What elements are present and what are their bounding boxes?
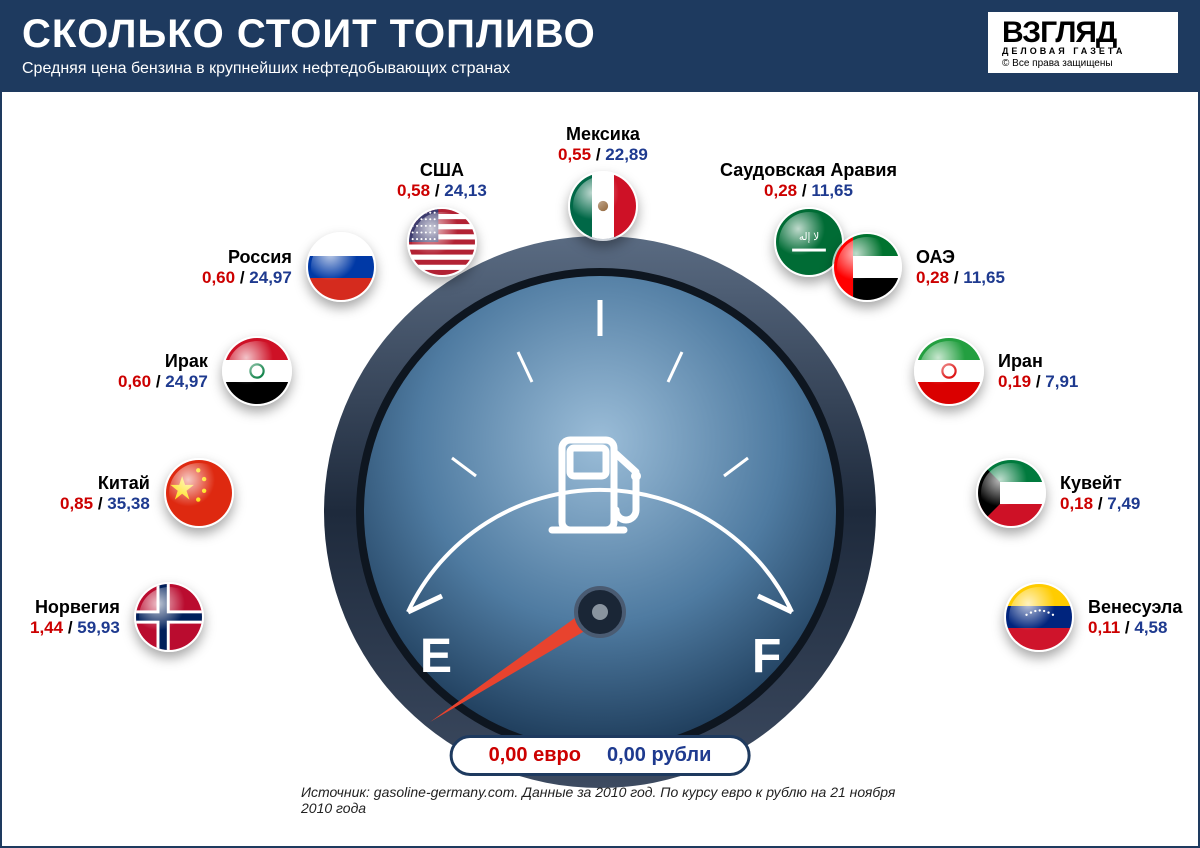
country-price: 0,19 / 7,91 [998,372,1078,392]
source-text: Источник: gasoline-germany.com. Данные з… [301,784,899,816]
country-label: ОАЭ 0,28 / 11,65 [916,247,1005,288]
country-kuwait: Кувейт 0,18 / 7,49 [976,458,1140,528]
header: СКОЛЬКО СТОИТ ТОПЛИВО Средняя цена бензи… [2,2,1198,92]
flag-mexico-icon [568,171,638,241]
flag-kuwait-icon [976,458,1046,528]
country-price: 0,58 / 24,13 [397,181,487,201]
country-label: Венесуэла 0,11 / 4,58 [1088,597,1182,638]
infographic-canvas: E F 0,00 евро 0,00 рубли Источник: gasol… [2,92,1198,832]
country-mexico: Мексика 0,55 / 22,89 [558,124,648,241]
country-name: Норвегия [30,597,120,618]
gauge-label-f: F [752,630,781,683]
country-name: Китай [60,473,150,494]
header-text: СКОЛЬКО СТОИТ ТОПЛИВО Средняя цена бензи… [22,12,988,78]
page-subtitle: Средняя цена бензина в крупнейших нефтед… [22,60,988,78]
country-russia: Россия 0,60 / 24,97 [202,232,376,302]
country-iraq: Ирак 0,60 / 24,97 [118,336,292,406]
country-label: Иран 0,19 / 7,91 [998,351,1078,392]
country-label: Саудовская Аравия 0,28 / 11,65 [720,160,897,201]
country-name: Россия [202,247,292,268]
country-uae: ОАЭ 0,28 / 11,65 [832,232,1005,302]
country-price: 0,85 / 35,38 [60,494,150,514]
legend: 0,00 евро 0,00 рубли [450,735,751,776]
country-name: Кувейт [1060,473,1140,494]
country-price: 0,18 / 7,49 [1060,494,1140,514]
country-name: Саудовская Аравия [720,160,897,181]
flag-usa-icon [407,207,477,277]
country-label: Норвегия 1,44 / 59,93 [30,597,120,638]
country-norway: Норвегия 1,44 / 59,93 [30,582,204,652]
country-label: Китай 0,85 / 35,38 [60,473,150,514]
flag-uae-icon [832,232,902,302]
logo: ВЗГЛЯД ДЕЛОВАЯ ГАЗЕТА © Все права защище… [988,12,1178,73]
country-name: Мексика [558,124,648,145]
country-price: 0,60 / 24,97 [118,372,208,392]
country-name: Ирак [118,351,208,372]
country-price: 0,60 / 24,97 [202,268,292,288]
legend-euro: 0,00 евро [489,744,581,767]
page-title: СКОЛЬКО СТОИТ ТОПЛИВО [22,12,988,56]
fuel-gauge-svg: E F [320,232,880,792]
country-china: Китай 0,85 / 35,38 [60,458,234,528]
flag-iran-icon [914,336,984,406]
country-name: США [397,160,487,181]
fuel-gauge: E F [320,232,880,792]
country-label: Россия 0,60 / 24,97 [202,247,292,288]
logo-sub: ДЕЛОВАЯ ГАЗЕТА [1002,46,1164,56]
country-price: 0,55 / 22,89 [558,145,648,165]
country-price: 0,28 / 11,65 [916,268,1005,288]
country-label: Мексика 0,55 / 22,89 [558,124,648,165]
country-price: 0,11 / 4,58 [1088,618,1182,638]
country-price: 1,44 / 59,93 [30,618,120,638]
country-iran: Иран 0,19 / 7,91 [914,336,1078,406]
country-label: Ирак 0,60 / 24,97 [118,351,208,392]
gauge-label-e: E [420,630,452,683]
flag-venezuela-icon [1004,582,1074,652]
country-label: США 0,58 / 24,13 [397,160,487,201]
country-label: Кувейт 0,18 / 7,49 [1060,473,1140,514]
flag-russia-icon [306,232,376,302]
flag-iraq-icon [222,336,292,406]
country-price: 0,28 / 11,65 [720,181,897,201]
flag-china-icon [164,458,234,528]
logo-main: ВЗГЛЯД [1002,18,1164,48]
country-usa: США 0,58 / 24,13 [397,160,487,277]
logo-copyright: © Все права защищены [1002,58,1164,69]
country-name: ОАЭ [916,247,1005,268]
flag-norway-icon [134,582,204,652]
country-name: Венесуэла [1088,597,1182,618]
svg-text:لا إله: لا إله [798,232,818,243]
country-name: Иран [998,351,1078,372]
country-venezuela: Венесуэла 0,11 / 4,58 [1004,582,1182,652]
legend-rub: 0,00 рубли [607,744,711,767]
